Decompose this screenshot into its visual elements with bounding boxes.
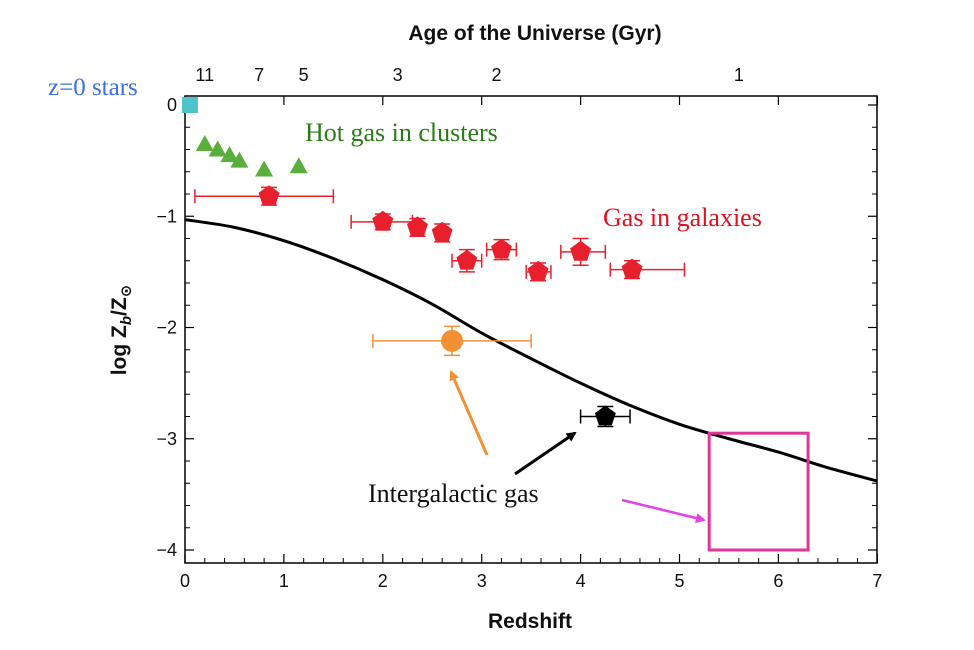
- pink-arrow: [621, 498, 706, 523]
- x-tick-label: 1: [279, 571, 289, 591]
- gas-galaxies-point: [456, 249, 478, 270]
- hot-gas-point: [220, 146, 239, 163]
- x-tick-label: 6: [773, 571, 783, 591]
- annotation-z0-stars: z=0 stars: [48, 74, 138, 101]
- black-arrow: [514, 431, 577, 476]
- annotation-gas-galaxies: Gas in galaxies: [603, 203, 762, 232]
- x-tick-label: 2: [378, 571, 388, 591]
- z0-stars-point: [181, 97, 198, 113]
- annotation-hot-gas: Hot gas in clusters: [305, 118, 498, 147]
- y-label-main: log Z: [108, 325, 131, 375]
- top-tick-label: 7: [254, 65, 264, 85]
- y-label-sub: b: [118, 316, 135, 325]
- top-axis-title: Age of the Universe (Gyr): [408, 22, 661, 45]
- gas-galaxies-point: [570, 240, 592, 261]
- gas-galaxies-point: [407, 216, 428, 237]
- hot-gas-point: [289, 157, 308, 174]
- intergalactic-point: [594, 405, 616, 426]
- hot-gas-point: [255, 160, 274, 177]
- top-tick-label: 5: [299, 65, 309, 85]
- x-tick-label: 0: [180, 571, 190, 591]
- gas-galaxies-point: [258, 185, 280, 206]
- gas-galaxies-point: [621, 258, 643, 279]
- hot-gas-point: [230, 151, 249, 168]
- top-tick-label: 3: [393, 65, 403, 85]
- y-tick-label: −2: [156, 318, 177, 338]
- hot-gas-point: [208, 140, 227, 157]
- y-label-sun: ⊙: [118, 285, 135, 298]
- y-tick-label: 0: [167, 95, 177, 115]
- top-tick-label: 11: [195, 65, 214, 85]
- top-tick-label: 1: [734, 65, 744, 85]
- x-tick-label: 4: [576, 571, 586, 591]
- y-axis-label: log Zb/Z⊙: [108, 285, 135, 376]
- hot-gas-point: [195, 134, 214, 151]
- x-tick-label: 7: [872, 571, 882, 591]
- gas-galaxies-point: [527, 260, 549, 281]
- model-curve: [184, 218, 878, 483]
- y-tick-label: −4: [156, 540, 177, 560]
- x-tick-label: 3: [477, 571, 487, 591]
- gas-galaxies-point: [431, 221, 453, 242]
- y-tick-label: −3: [156, 429, 177, 449]
- constraint-box: [707, 431, 810, 552]
- gas-galaxies-point: [372, 210, 394, 231]
- orange-point: [441, 329, 464, 352]
- gas-galaxies-point: [491, 238, 512, 259]
- plot-frame: [184, 95, 878, 564]
- orange-arrow: [449, 370, 489, 456]
- y-tick-label: −1: [156, 206, 177, 226]
- x-axis-label: Redshift: [488, 610, 572, 633]
- annotation-intergalactic: Intergalactic gas: [368, 479, 539, 508]
- y-label-tail: /Z: [108, 297, 131, 316]
- top-tick-label: 2: [492, 65, 502, 85]
- x-tick-label: 5: [674, 571, 684, 591]
